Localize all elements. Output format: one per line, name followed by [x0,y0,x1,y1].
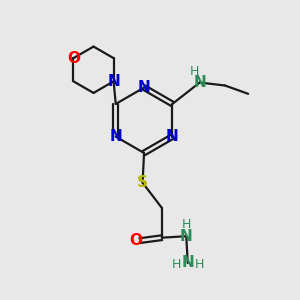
Text: O: O [130,233,142,248]
Text: H: H [195,258,204,271]
Text: S: S [137,175,148,190]
Text: N: N [182,255,194,270]
Text: H: H [190,65,199,78]
Text: N: N [193,75,206,90]
Text: N: N [166,129,179,144]
Text: N: N [180,229,193,244]
Text: N: N [107,74,120,89]
Text: N: N [138,80,150,95]
Text: O: O [67,51,80,66]
Text: N: N [110,129,122,144]
Text: H: H [172,258,181,271]
Text: H: H [182,218,191,231]
